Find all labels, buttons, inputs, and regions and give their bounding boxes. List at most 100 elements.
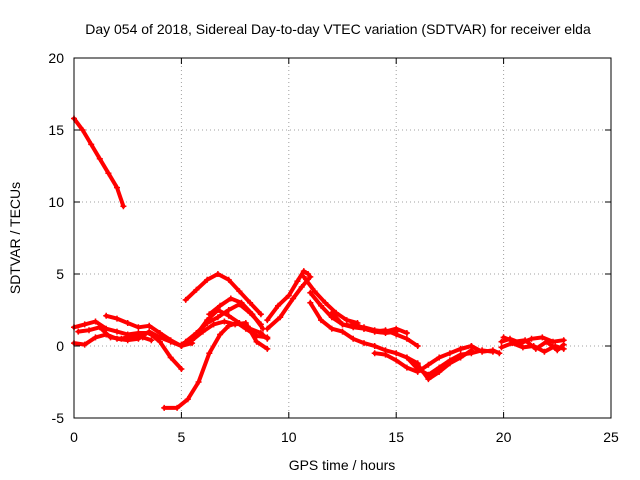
data-point-marker: [88, 141, 95, 148]
x-tick-label: 20: [496, 429, 512, 445]
data-point-marker: [511, 338, 518, 345]
y-tick-label: -5: [52, 410, 65, 426]
data-point-marker: [446, 360, 453, 367]
data-point-marker: [522, 337, 529, 344]
data-point-marker: [264, 345, 271, 352]
series-trace: [207, 296, 265, 331]
data-point-marker: [217, 302, 224, 309]
x-tick-label: 5: [178, 429, 186, 445]
data-point-marker: [210, 321, 217, 328]
data-point-marker: [425, 361, 432, 368]
data-point-marker: [339, 321, 346, 328]
data-point-marker: [206, 311, 213, 318]
data-point-marker: [532, 345, 539, 352]
data-point-marker: [318, 302, 324, 309]
data-point-marker: [96, 324, 103, 331]
data-point-marker: [403, 364, 410, 371]
data-point-marker: [178, 366, 185, 372]
data-point-marker: [468, 343, 475, 349]
data-point-marker: [225, 312, 232, 319]
data-point-marker: [550, 338, 556, 345]
data-point-marker: [457, 354, 464, 361]
y-tick-label: 15: [48, 122, 64, 138]
x-axis-label: GPS time / hours: [289, 457, 396, 473]
series-arc-18: [350, 320, 421, 349]
data-point-marker: [264, 325, 271, 332]
data-point-marker: [382, 351, 389, 358]
data-point-marker: [285, 292, 292, 299]
data-point-marker: [182, 296, 189, 303]
data-point-marker: [103, 312, 110, 319]
data-point-marker: [371, 350, 378, 357]
series-arc-1: [71, 115, 127, 210]
data-point-marker: [135, 324, 142, 331]
data-point-marker: [264, 335, 271, 342]
data-point-marker: [425, 376, 432, 383]
data-point-marker: [457, 345, 464, 352]
data-series: [71, 115, 567, 411]
data-point-marker: [257, 330, 264, 336]
data-point-marker: [178, 341, 185, 348]
data-point-marker: [253, 338, 260, 345]
data-point-marker: [393, 325, 400, 332]
series-arc-2: [71, 318, 185, 372]
data-point-marker: [500, 334, 507, 341]
data-point-marker: [528, 335, 535, 342]
data-point-marker: [541, 348, 548, 355]
series-trace: [183, 272, 263, 317]
data-point-marker: [86, 327, 92, 334]
data-point-marker: [294, 278, 301, 285]
y-tick-label: 10: [48, 194, 64, 210]
data-point-marker: [139, 334, 146, 341]
data-point-marker: [403, 354, 410, 361]
data-point-marker: [105, 170, 112, 177]
data-point-marker: [81, 321, 88, 328]
series-arc-4: [75, 324, 155, 344]
data-point-marker: [339, 328, 346, 335]
series-arc-22: [457, 343, 503, 357]
data-point-marker: [204, 317, 211, 324]
data-point-marker: [382, 327, 389, 334]
data-point-marker: [479, 348, 486, 355]
data-point-marker: [75, 328, 82, 335]
data-point-marker: [247, 325, 254, 332]
data-point-marker: [156, 330, 163, 336]
data-point-marker: [129, 332, 135, 339]
data-point-marker: [393, 350, 400, 357]
data-point-marker: [236, 288, 243, 295]
data-point-marker: [92, 318, 99, 325]
data-point-marker: [114, 328, 120, 335]
series-arc-12: [264, 268, 312, 324]
data-point-marker: [290, 295, 297, 302]
series-arc-13: [264, 273, 314, 332]
data-point-marker: [328, 325, 335, 332]
data-point-marker: [217, 331, 224, 338]
data-point-marker: [247, 299, 254, 306]
data-point-marker: [148, 337, 155, 344]
y-tick-label: 0: [56, 338, 64, 354]
data-point-marker: [107, 334, 114, 341]
data-point-marker: [118, 335, 125, 342]
data-point-marker: [446, 350, 453, 357]
grid-lines: [74, 58, 611, 418]
data-point-marker: [264, 317, 271, 324]
data-point-marker: [322, 299, 329, 306]
series-arc-11: [206, 295, 266, 332]
data-point-marker: [81, 341, 88, 348]
series-trace: [72, 116, 126, 209]
data-point-marker: [300, 268, 307, 275]
data-point-marker: [191, 334, 198, 341]
data-point-marker: [249, 311, 256, 318]
data-point-marker: [371, 343, 378, 349]
data-point-marker: [496, 350, 503, 357]
data-point-marker: [193, 286, 200, 293]
data-point-marker: [403, 335, 410, 342]
data-point-marker: [436, 368, 443, 375]
data-point-marker: [238, 299, 245, 306]
data-point-marker: [114, 184, 120, 191]
series-arc-25: [500, 334, 567, 354]
series-trace: [265, 274, 313, 331]
series-trace: [372, 344, 474, 374]
data-point-marker: [225, 307, 232, 313]
